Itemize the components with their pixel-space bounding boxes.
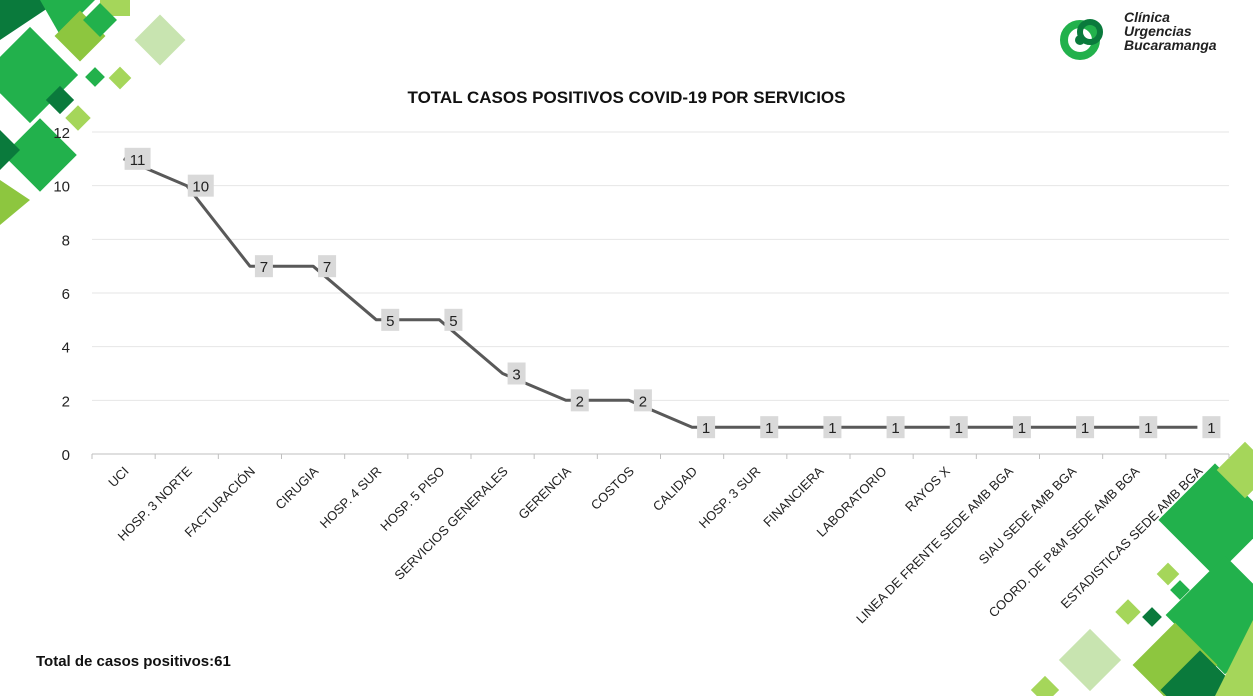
data-label-box	[254, 255, 273, 278]
x-category-label: SERVICIOS GENERALES	[391, 463, 510, 582]
data-label-box	[507, 362, 526, 385]
chart-title: TOTAL CASOS POSITIVOS COVID-19 POR SERVI…	[407, 88, 846, 107]
data-label: 1	[1081, 420, 1089, 437]
x-category-label: UCI	[105, 464, 131, 490]
y-tick-label: 0	[62, 447, 70, 464]
data-label: 3	[512, 367, 520, 384]
y-tick-label: 6	[62, 286, 70, 303]
data-label: 11	[130, 152, 146, 169]
data-label-box	[124, 147, 151, 170]
logo-line-1: Clínica	[1124, 9, 1170, 25]
x-category-label: FINANCIERA	[760, 463, 827, 530]
logo-line-3: Bucaramanga	[1124, 37, 1217, 53]
data-label: 7	[323, 259, 331, 276]
data-label: 1	[1144, 420, 1152, 437]
data-label-box	[886, 416, 905, 439]
data-label-box	[444, 308, 463, 331]
data-label: 2	[576, 393, 584, 410]
x-category-label: HOSP. 5 PISO	[377, 464, 447, 534]
data-label: 2	[639, 393, 647, 410]
data-label-box	[823, 416, 842, 439]
x-category-label: HOSP. 3 SUR	[696, 464, 764, 532]
y-tick-label: 10	[53, 179, 70, 196]
data-label: 1	[828, 420, 836, 437]
data-label: 1	[702, 420, 710, 437]
data-label-box	[760, 416, 779, 439]
x-category-label: RAYOS X	[902, 463, 953, 514]
y-tick-label: 8	[62, 232, 70, 249]
data-label-box	[697, 416, 716, 439]
data-label: 7	[260, 259, 268, 276]
data-label: 10	[192, 179, 209, 196]
data-label: 1	[1207, 420, 1215, 437]
x-category-label: GERENCIA	[515, 463, 574, 522]
y-tick-label: 2	[62, 393, 70, 410]
data-label: 5	[449, 313, 457, 330]
logo-line-2: Urgencias	[1124, 23, 1192, 39]
clinic-logo: Clínica Urgencias Bucaramanga	[1052, 6, 1252, 66]
data-label: 1	[891, 420, 899, 437]
total-cases-label: Total de casos positivos:	[36, 653, 215, 670]
data-label-box	[187, 174, 214, 197]
y-tick-label: 4	[62, 340, 70, 357]
data-label-box	[570, 389, 589, 412]
data-label-box	[1076, 416, 1095, 439]
data-label-box	[1139, 416, 1158, 439]
data-label-box	[1202, 416, 1221, 439]
x-category-label: CALIDAD	[650, 464, 700, 514]
data-label-box	[318, 255, 337, 278]
data-label-box	[949, 416, 968, 439]
x-category-label: HOSP. 4 SUR	[317, 464, 385, 532]
data-label: 1	[1018, 420, 1026, 437]
data-label-box	[381, 308, 400, 331]
y-tick-label: 12	[53, 125, 70, 142]
data-label-box	[1012, 416, 1031, 439]
total-cases-summary: Total de casos positivos:61	[36, 653, 231, 670]
data-label: 1	[955, 420, 963, 437]
x-category-label: ESTADISTICAS SEDE AMB BGA	[1058, 463, 1206, 611]
data-label: 1	[765, 420, 773, 437]
x-category-label: COSTOS	[588, 463, 637, 512]
x-category-label: CIRUGIA	[272, 463, 321, 512]
data-label-box	[633, 389, 652, 412]
data-label: 5	[386, 313, 394, 330]
total-cases-value: 61	[214, 653, 231, 670]
logo-swirl-icon	[1060, 19, 1103, 60]
